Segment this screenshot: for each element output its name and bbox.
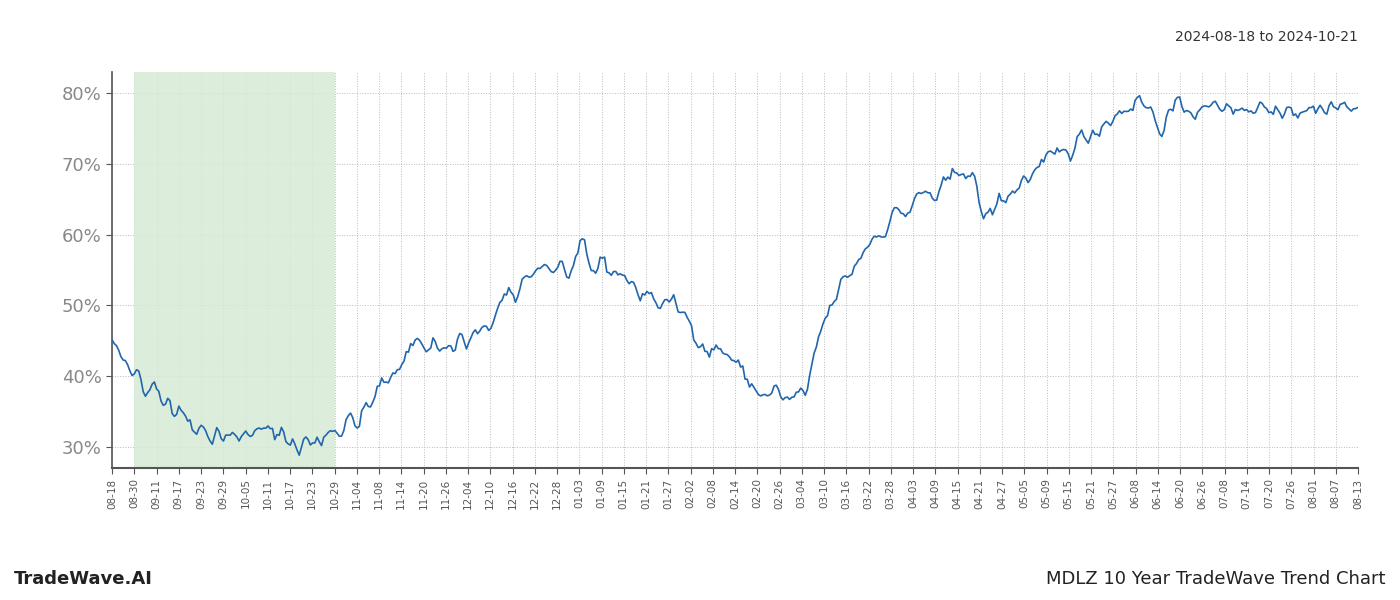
- Text: MDLZ 10 Year TradeWave Trend Chart: MDLZ 10 Year TradeWave Trend Chart: [1047, 570, 1386, 588]
- Text: TradeWave.AI: TradeWave.AI: [14, 570, 153, 588]
- Bar: [134, 72, 335, 468]
- Text: 2024-08-18 to 2024-10-21: 2024-08-18 to 2024-10-21: [1175, 30, 1358, 44]
